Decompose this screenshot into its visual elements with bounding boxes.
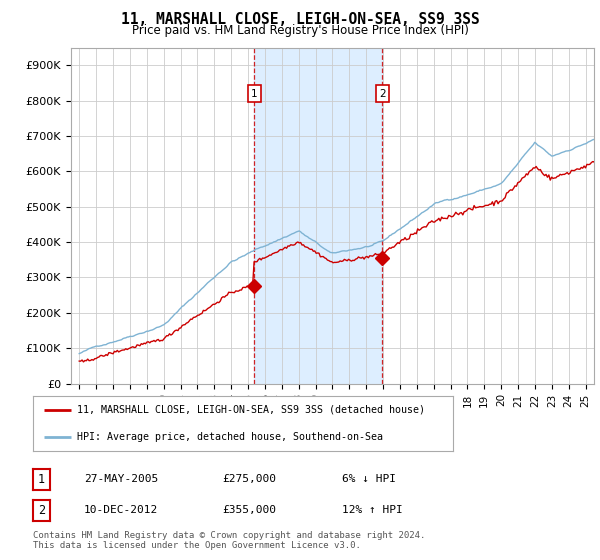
Text: 2: 2 (379, 88, 386, 99)
Text: £275,000: £275,000 (222, 474, 276, 484)
Bar (254, 48, 382, 384)
Text: 27-MAY-2005: 27-MAY-2005 (84, 474, 158, 484)
Text: £355,000: £355,000 (222, 505, 276, 515)
Text: 10-DEC-2012: 10-DEC-2012 (84, 505, 158, 515)
Text: 11, MARSHALL CLOSE, LEIGH-ON-SEA, SS9 3SS: 11, MARSHALL CLOSE, LEIGH-ON-SEA, SS9 3S… (121, 12, 479, 27)
Text: Price paid vs. HM Land Registry's House Price Index (HPI): Price paid vs. HM Land Registry's House … (131, 24, 469, 37)
Text: 12% ↑ HPI: 12% ↑ HPI (342, 505, 403, 515)
Text: 1: 1 (251, 88, 258, 99)
Text: Contains HM Land Registry data © Crown copyright and database right 2024.
This d: Contains HM Land Registry data © Crown c… (33, 530, 425, 550)
Text: 6% ↓ HPI: 6% ↓ HPI (342, 474, 396, 484)
Text: 2: 2 (38, 503, 45, 517)
Text: 1: 1 (38, 473, 45, 486)
Text: HPI: Average price, detached house, Southend-on-Sea: HPI: Average price, detached house, Sout… (77, 432, 383, 442)
Text: 11, MARSHALL CLOSE, LEIGH-ON-SEA, SS9 3SS (detached house): 11, MARSHALL CLOSE, LEIGH-ON-SEA, SS9 3S… (77, 405, 425, 414)
